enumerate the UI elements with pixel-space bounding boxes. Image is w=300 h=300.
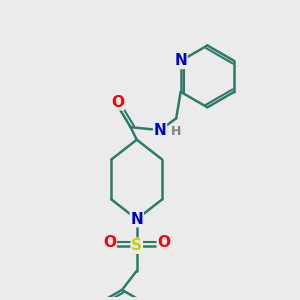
Text: N: N bbox=[154, 123, 166, 138]
Text: O: O bbox=[157, 235, 170, 250]
Text: O: O bbox=[103, 235, 116, 250]
Text: N: N bbox=[130, 212, 143, 227]
Text: N: N bbox=[174, 53, 187, 68]
Text: O: O bbox=[111, 95, 124, 110]
Text: H: H bbox=[171, 125, 181, 138]
Text: S: S bbox=[131, 238, 142, 253]
